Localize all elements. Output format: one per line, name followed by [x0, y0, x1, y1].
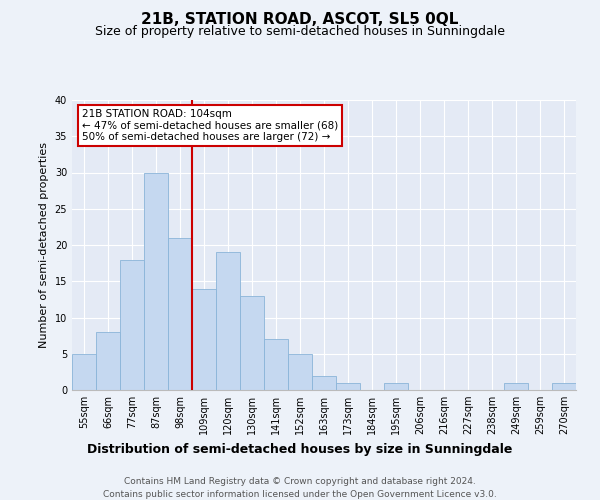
Bar: [384, 383, 408, 390]
Bar: [336, 383, 360, 390]
Bar: [168, 238, 192, 390]
Text: 21B STATION ROAD: 104sqm
← 47% of semi-detached houses are smaller (68)
50% of s: 21B STATION ROAD: 104sqm ← 47% of semi-d…: [82, 108, 338, 142]
Text: Contains public sector information licensed under the Open Government Licence v3: Contains public sector information licen…: [103, 490, 497, 499]
Bar: [504, 383, 528, 390]
Bar: [192, 288, 216, 390]
Bar: [120, 260, 144, 390]
Bar: [240, 296, 264, 390]
Bar: [144, 172, 168, 390]
Bar: [288, 354, 312, 390]
Text: Contains HM Land Registry data © Crown copyright and database right 2024.: Contains HM Land Registry data © Crown c…: [124, 478, 476, 486]
Y-axis label: Number of semi-detached properties: Number of semi-detached properties: [39, 142, 49, 348]
Bar: [72, 354, 96, 390]
Bar: [216, 252, 240, 390]
Bar: [264, 339, 288, 390]
Text: Size of property relative to semi-detached houses in Sunningdale: Size of property relative to semi-detach…: [95, 25, 505, 38]
Text: 21B, STATION ROAD, ASCOT, SL5 0QL: 21B, STATION ROAD, ASCOT, SL5 0QL: [142, 12, 458, 28]
Bar: [96, 332, 120, 390]
Bar: [552, 383, 576, 390]
Text: Distribution of semi-detached houses by size in Sunningdale: Distribution of semi-detached houses by …: [88, 442, 512, 456]
Bar: [312, 376, 336, 390]
